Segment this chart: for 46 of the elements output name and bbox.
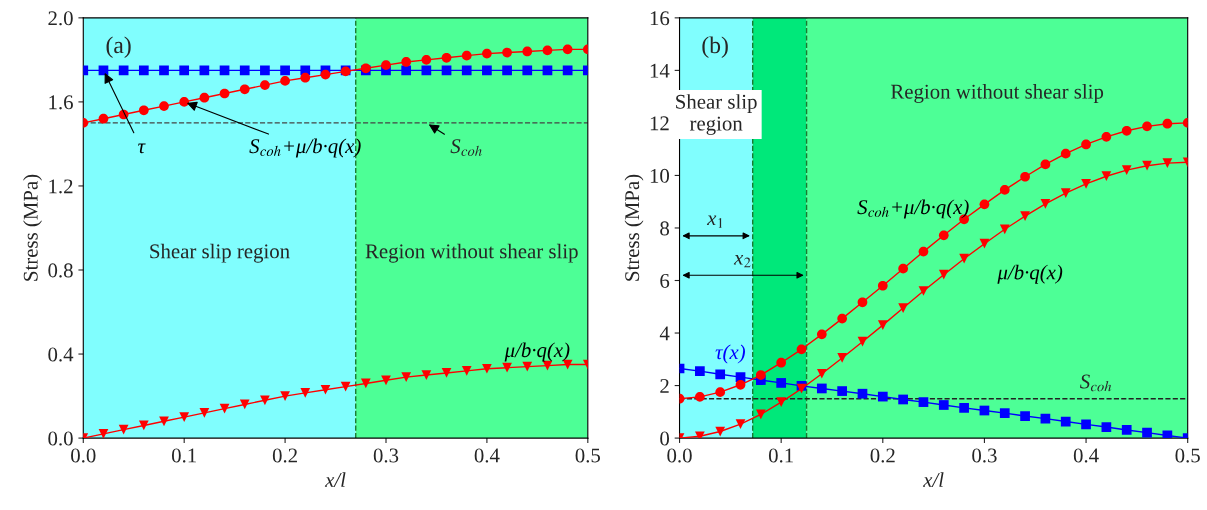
x-tick-label: 0.4 [1073, 448, 1099, 463]
y-tick-label: 6 [660, 273, 670, 288]
series-label: τ(x) [715, 344, 745, 364]
text: τ [138, 143, 146, 154]
y-axis-title: Stress (MPa) [23, 174, 42, 281]
y-tick-label: 14 [650, 63, 670, 78]
x-axis-title: x/l [324, 472, 346, 487]
x-tick-label: 0.2 [272, 448, 297, 463]
text: S$_{coh}$+μ/b·q(x) [249, 138, 361, 158]
band-label: Region without shear slip [890, 84, 1104, 103]
y-tick-label: 0.4 [48, 347, 74, 362]
x-tick-label: 0.5 [1175, 448, 1200, 463]
y-tick-label: 1.2 [49, 179, 73, 194]
y-tick-label: 0.8 [48, 263, 73, 278]
series-label: μ/b·q(x) [504, 342, 570, 362]
y-tick-label: 1.6 [49, 95, 73, 110]
x-axis-title: x/l [922, 472, 944, 487]
y-tick-label: 8 [660, 221, 670, 236]
x-tick-label: 0.3 [373, 448, 399, 463]
ref-line-label: S$_{coh}$ [450, 139, 482, 156]
band-label: Shear slip region [676, 94, 757, 135]
band-label: Region without shear slip [365, 243, 578, 263]
x-tick-label: 0.2 [870, 448, 895, 463]
y-tick-label: 0.0 [48, 431, 73, 446]
y-tick-label: 0 [660, 431, 670, 446]
annotation: (a) [106, 36, 131, 58]
y-tick-label: 12 [650, 116, 669, 131]
series-label: S$_{coh}$+μ/b·q(x) [857, 199, 969, 219]
band-label: Shear slip region [150, 243, 290, 263]
y-tick-label: 10 [650, 168, 670, 183]
ref-line-label: S$_{coh}$ [1080, 374, 1112, 392]
y-tick-label: 4 [659, 326, 670, 341]
annotation: x$_{1}$ [706, 215, 723, 228]
x-tick-label: 0.1 [171, 448, 196, 463]
x-tick-label: 0.1 [768, 448, 793, 463]
x-tick-label: 0.3 [972, 448, 997, 463]
annotation: (b) [702, 36, 728, 58]
annotation: x$_{2}$ [733, 254, 751, 268]
x-tick-label: 0.5 [575, 448, 601, 463]
y-tick-label: 16 [650, 11, 670, 26]
y-axis-title: Stress (MPa) [624, 174, 644, 281]
y-tick-label: 2.0 [48, 11, 73, 26]
x-tick-label: 0.4 [474, 448, 500, 463]
x-tick-label: 0.0 [71, 448, 96, 463]
y-tick-label: 2 [660, 378, 669, 393]
series-label: μ/b·q(x) [997, 264, 1063, 284]
